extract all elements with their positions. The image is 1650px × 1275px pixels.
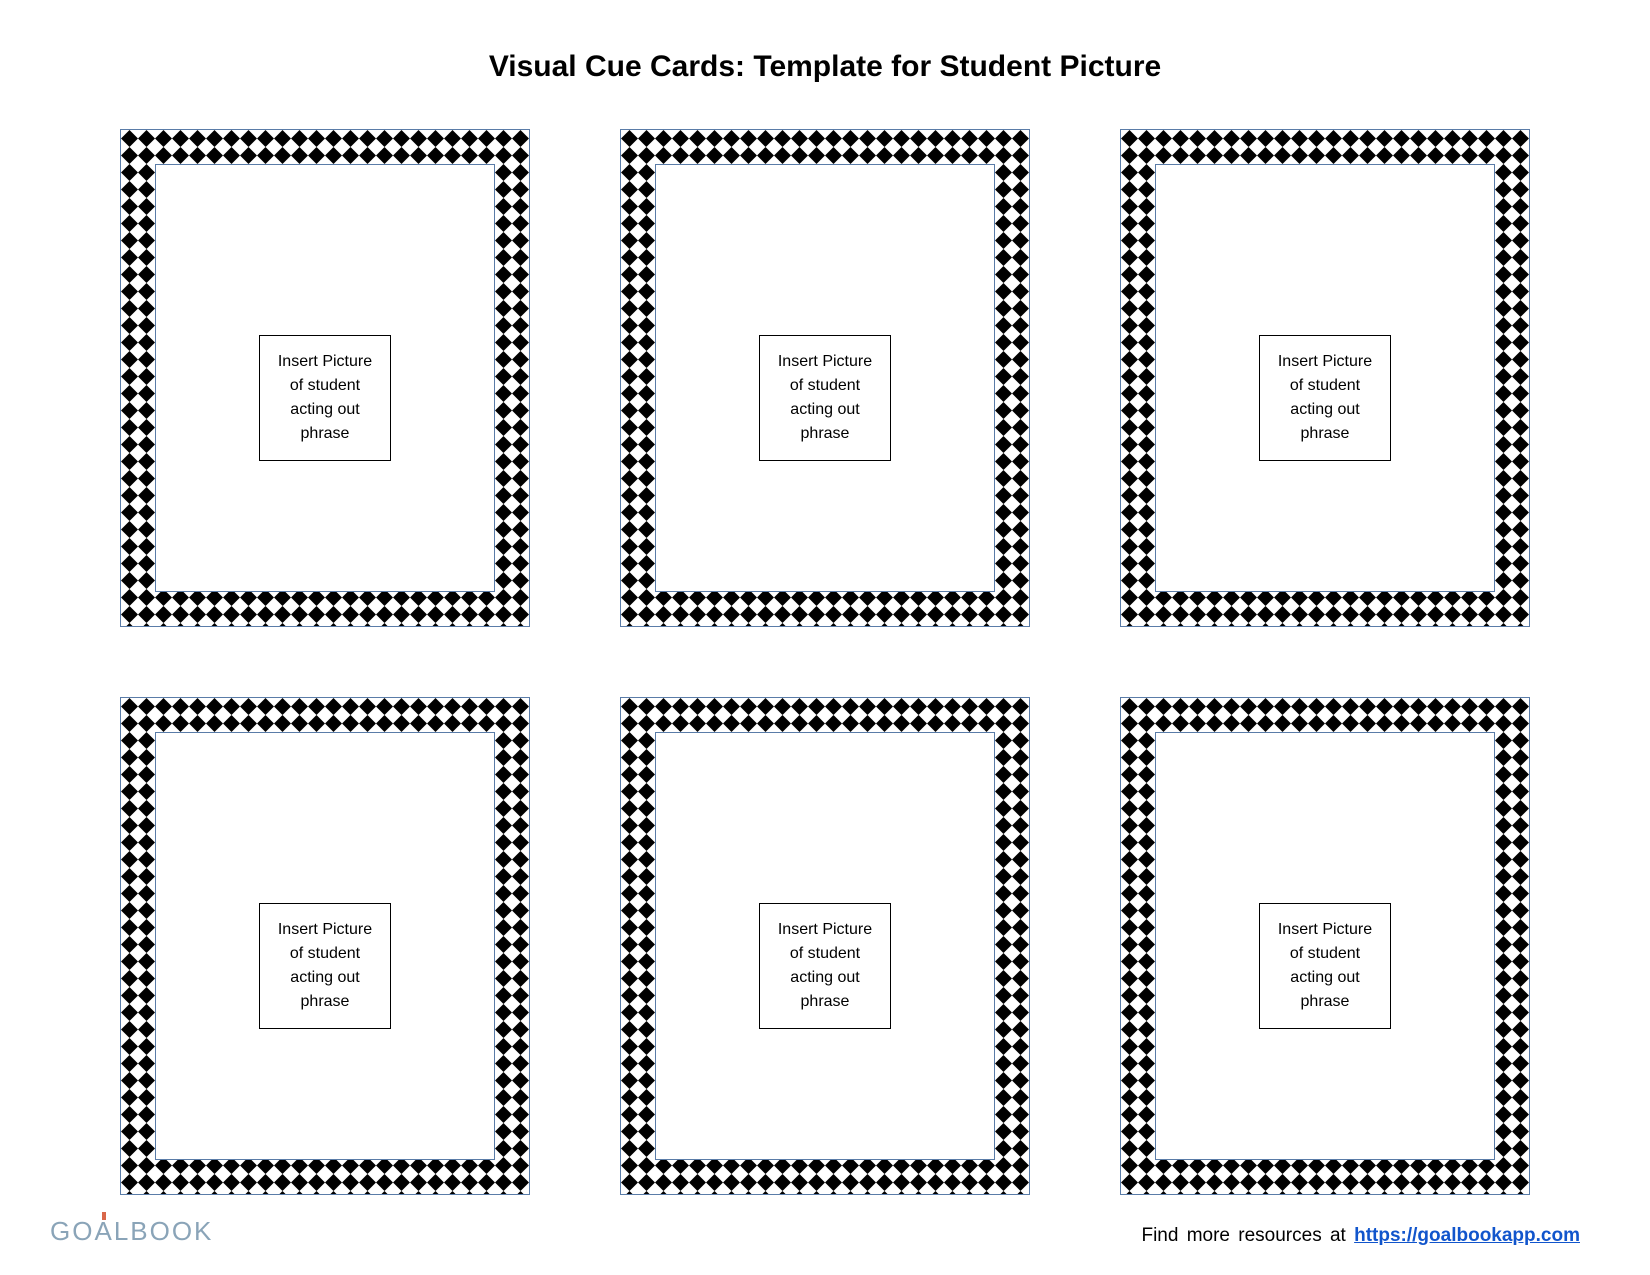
placeholder-line: phrase bbox=[278, 990, 372, 1014]
logo-part: LBOOK bbox=[114, 1216, 214, 1247]
placeholder-line: Insert Picture bbox=[1278, 350, 1372, 374]
placeholder-line: acting out bbox=[1278, 398, 1372, 422]
picture-placeholder: Insert Picture of student acting out phr… bbox=[259, 335, 391, 461]
cue-card: Insert Picture of student acting out phr… bbox=[1120, 129, 1530, 627]
placeholder-line: of student bbox=[278, 942, 372, 966]
picture-placeholder: Insert Picture of student acting out phr… bbox=[1259, 335, 1391, 461]
logo-part: G bbox=[50, 1216, 72, 1247]
placeholder-line: phrase bbox=[1278, 422, 1372, 446]
card-inner: Insert Picture of student acting out phr… bbox=[1155, 164, 1495, 592]
picture-placeholder: Insert Picture of student acting out phr… bbox=[759, 335, 891, 461]
resources-prefix: Find more resources at bbox=[1141, 1225, 1354, 1246]
resources-link[interactable]: https://goalbookapp.com bbox=[1354, 1225, 1580, 1246]
placeholder-line: of student bbox=[1278, 374, 1372, 398]
card-grid: Insert Picture of student acting out phr… bbox=[100, 129, 1550, 1195]
cue-card: Insert Picture of student acting out phr… bbox=[1120, 697, 1530, 1195]
page-footer: GOALBOOK Find more resources at https://… bbox=[0, 1216, 1650, 1247]
cue-card: Insert Picture of student acting out phr… bbox=[120, 129, 530, 627]
placeholder-line: Insert Picture bbox=[278, 350, 372, 374]
page-title: Visual Cue Cards: Template for Student P… bbox=[100, 50, 1550, 84]
placeholder-line: acting out bbox=[778, 966, 872, 990]
card-inner: Insert Picture of student acting out phr… bbox=[155, 732, 495, 1160]
logo-part: O bbox=[72, 1216, 94, 1247]
placeholder-line: acting out bbox=[278, 398, 372, 422]
card-inner: Insert Picture of student acting out phr… bbox=[655, 164, 995, 592]
picture-placeholder: Insert Picture of student acting out phr… bbox=[1259, 903, 1391, 1029]
placeholder-line: phrase bbox=[778, 422, 872, 446]
placeholder-line: acting out bbox=[778, 398, 872, 422]
placeholder-line: Insert Picture bbox=[778, 350, 872, 374]
resources-text: Find more resources at https://goalbooka… bbox=[1141, 1225, 1580, 1247]
placeholder-line: phrase bbox=[1278, 990, 1372, 1014]
placeholder-line: of student bbox=[778, 942, 872, 966]
picture-placeholder: Insert Picture of student acting out phr… bbox=[259, 903, 391, 1029]
placeholder-line: Insert Picture bbox=[778, 918, 872, 942]
placeholder-line: phrase bbox=[278, 422, 372, 446]
logo-part-accent: A bbox=[94, 1216, 113, 1247]
placeholder-line: Insert Picture bbox=[278, 918, 372, 942]
document-page: Visual Cue Cards: Template for Student P… bbox=[0, 0, 1650, 1275]
placeholder-line: of student bbox=[278, 374, 372, 398]
placeholder-line: of student bbox=[1278, 942, 1372, 966]
placeholder-line: Insert Picture bbox=[1278, 918, 1372, 942]
placeholder-line: acting out bbox=[1278, 966, 1372, 990]
picture-placeholder: Insert Picture of student acting out phr… bbox=[759, 903, 891, 1029]
placeholder-line: acting out bbox=[278, 966, 372, 990]
goalbook-logo: GOALBOOK bbox=[50, 1216, 213, 1247]
placeholder-line: phrase bbox=[778, 990, 872, 1014]
cue-card: Insert Picture of student acting out phr… bbox=[120, 697, 530, 1195]
cue-card: Insert Picture of student acting out phr… bbox=[620, 129, 1030, 627]
card-inner: Insert Picture of student acting out phr… bbox=[1155, 732, 1495, 1160]
cue-card: Insert Picture of student acting out phr… bbox=[620, 697, 1030, 1195]
card-inner: Insert Picture of student acting out phr… bbox=[155, 164, 495, 592]
card-inner: Insert Picture of student acting out phr… bbox=[655, 732, 995, 1160]
placeholder-line: of student bbox=[778, 374, 872, 398]
